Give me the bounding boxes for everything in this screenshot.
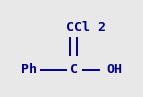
Text: C: C bbox=[70, 63, 78, 76]
Text: CCl 2: CCl 2 bbox=[66, 21, 106, 34]
Text: Ph: Ph bbox=[21, 63, 37, 76]
Text: OH: OH bbox=[106, 63, 122, 76]
